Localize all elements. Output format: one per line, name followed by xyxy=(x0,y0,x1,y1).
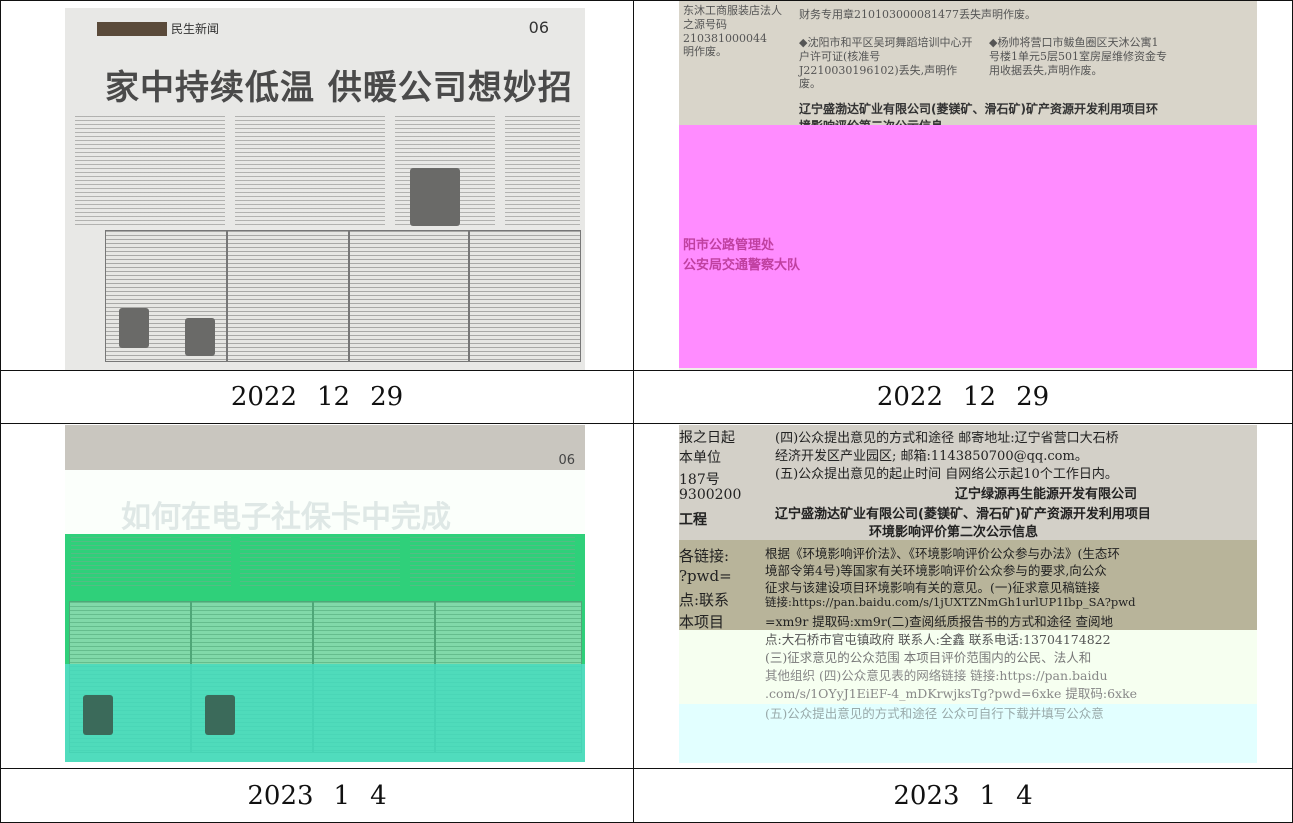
page-number: 06 xyxy=(558,453,575,468)
notice-subtitle: 环境影响评价第二次公示信息 xyxy=(869,525,1039,540)
notice-line-9: 征求与该建设项目环境影响有关的意见。(一)征求意见稿链接 xyxy=(765,580,1100,595)
caption-year: 2023 xyxy=(893,780,960,811)
left-col-3: 187号 xyxy=(679,472,720,488)
caption-month: 1 xyxy=(333,780,351,811)
caption-3: 2023 1 4 xyxy=(1,769,633,822)
notice-line-5: 公安局交通警察大队 xyxy=(683,258,801,273)
caption-day: 29 xyxy=(370,382,404,412)
left-col-1: 报之日起 xyxy=(679,430,735,446)
caption-year: 2022 xyxy=(230,382,297,412)
caption-month: 12 xyxy=(316,382,351,412)
notice-line-7: 根据《环境影响评价法》、《环境影响评价公众参与办法》(生态环 xyxy=(765,546,1120,561)
notice-title: 辽宁盛渤达矿业有限公司(菱镁矿、滑石矿)矿产资源开发利用项目 xyxy=(775,507,1151,522)
notice-line-2: 经济开发区产业园区; 邮箱:1143850700@qq.com。 xyxy=(775,449,1088,464)
notice-line-8: 境部令第4号)等国家有关环境影响评价公众参与的要求,向公众 xyxy=(765,563,1107,578)
notice-line-3: ◆杨帅将营口市鲅鱼圈区天沐公寓1号楼1单元5层501室房屋维修资金专用收据丢失,… xyxy=(989,36,1167,77)
newspaper-photo-2: 东沐工商服装店法人 之源号码210381000044 明作废。 财务专用章21010… xyxy=(679,0,1257,370)
caption-month: 1 xyxy=(979,780,997,811)
notice-line-3: (五)公众提出意见的起止时间 自网络公示起10个工作日内。 xyxy=(775,467,1118,482)
notice-line-16: (五)公众提出意见的方式和途径 公众可自行下载并填写公众意 xyxy=(765,706,1104,721)
caption-year: 2023 xyxy=(247,780,314,811)
notice-line-14: 其他组织 (四)公众意见表的网络链接 链接:https://pan.baidu xyxy=(765,668,1108,683)
notice-line-4: 阳市公路管理处 xyxy=(683,238,775,253)
newspaper-photo-1: 民生新闻 06 家中持续低温 供暖公司想妙招 xyxy=(65,8,585,370)
notice-line-11: =xm9r 提取码:xm9r(二)查阅纸质报告书的方式和途径 查阅地 xyxy=(765,614,1114,629)
left-col-2: 本单位 xyxy=(679,450,721,466)
notice-line-13: (三)征求意见的公众范围 本项目评价范围内的公民、法人和 xyxy=(765,650,1092,665)
caption-4: 2023 1 4 xyxy=(634,769,1292,822)
notice-line-10: 链接:https://pan.baidu.com/s/1jUXTZNmGh1ur… xyxy=(765,595,1136,609)
section-label: 民生新闻 xyxy=(171,22,220,36)
notice-line-2: ◆沈阳市和平区吴珂舞蹈培训中心开户许可证(核准号J2210030196102)丢… xyxy=(799,36,973,91)
page-number: 06 xyxy=(528,18,549,37)
newspaper-photo-3: 06 如何在电子社保卡中完成 xyxy=(65,425,585,763)
caption-month: 12 xyxy=(962,382,997,412)
notice-closeup-photo: 报之日起 本单位 187号 9300200 工程 (四)公众提出意见的方式和途径… xyxy=(679,425,1257,763)
left-col-4: 9300200 xyxy=(679,487,742,503)
caption-1: 2022 12 29 xyxy=(1,371,633,423)
left-col-5: 工程 xyxy=(679,512,707,528)
caption-day: 29 xyxy=(1016,382,1050,412)
left-col-6: 各链接: xyxy=(679,547,730,565)
left-col-7: ?pwd= xyxy=(679,567,732,585)
company-signature: 辽宁绿源再生能源开发有限公司 xyxy=(955,487,1138,502)
left-col-8: 点:联系 xyxy=(679,591,730,609)
caption-day: 4 xyxy=(1016,780,1033,811)
newspaper-logo xyxy=(97,22,167,36)
article-headline: 家中持续低温 供暖公司想妙招 xyxy=(105,68,573,108)
article-headline: 如何在电子社保卡中完成 xyxy=(121,500,451,535)
left-col-9: 本项目 xyxy=(679,613,725,631)
caption-2: 2022 12 29 xyxy=(634,371,1292,423)
notice-line-12: 点:大石桥市官屯镇政府 联系人:全鑫 联系电话:13704174822 xyxy=(765,632,1111,647)
notice-line-1: (四)公众提出意见的方式和途径 邮寄地址:辽宁省营口大石桥 xyxy=(775,431,1119,446)
caption-year: 2022 xyxy=(876,382,943,412)
notice-line-1: 财务专用章210103000081477丢失声明作废。 xyxy=(799,8,1036,21)
caption-day: 4 xyxy=(370,780,387,811)
notice-line-15: .com/s/1OYyJ1EiEF-4_mDKrwjksTg?pwd=6xke … xyxy=(765,686,1138,701)
